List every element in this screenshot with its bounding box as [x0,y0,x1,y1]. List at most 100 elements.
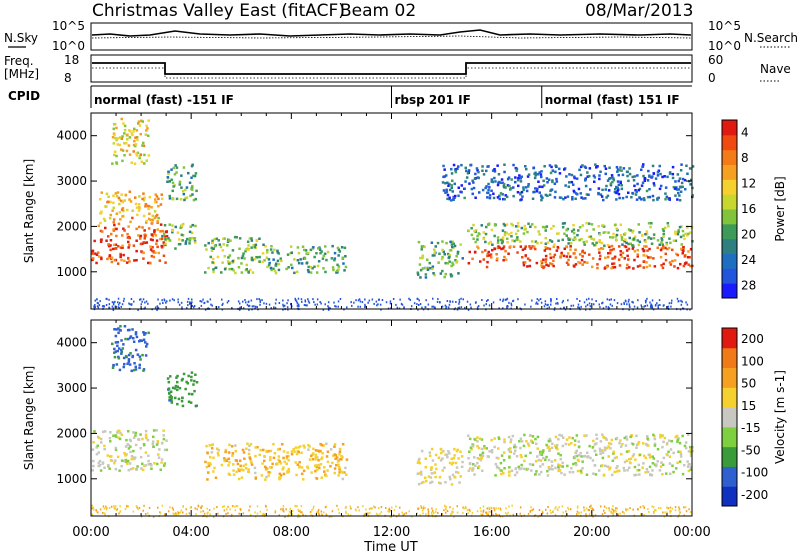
ground-scatter-cell [541,510,544,513]
ground-scatter-cell [336,504,338,507]
echo-cell [209,463,212,466]
echo-cell [629,229,632,232]
ground-scatter-cell [460,306,463,309]
echo-cell [122,365,125,369]
ground-scatter-cell [275,298,277,301]
ground-scatter-cell [161,299,163,302]
echo-cell [684,262,687,265]
echo-cell [646,435,649,438]
echo-cell [451,179,454,182]
ground-scatter-cell [251,305,254,308]
echo-cell [537,180,540,183]
ground-scatter-cell [648,510,650,513]
echo-cell [210,249,214,252]
echo-cell [575,454,579,458]
echo-cell [579,451,582,455]
echo-cell [237,266,241,269]
echo-cell [572,228,576,231]
echo-cell [676,253,679,257]
echo-cell [245,263,248,267]
echo-cell [113,461,116,465]
echo-cell [237,256,240,260]
echo-cell [648,247,651,251]
echo-cell [523,459,526,463]
ground-scatter-cell [287,308,289,311]
echo-cell [641,247,645,251]
echo-cell [428,261,431,265]
echo-cell [508,449,511,452]
ground-scatter-cell [317,510,319,513]
echo-cell [120,193,123,196]
echo-cell [137,122,140,125]
ground-scatter-cell [392,298,395,300]
echo-cell [608,245,611,249]
echo-cell [140,160,144,163]
echo-cell [264,478,267,481]
ground-scatter-cell [576,297,578,300]
echo-cell [527,222,530,225]
echo-cell [595,437,599,440]
ground-scatter-cell [312,507,314,510]
echo-cell [676,461,679,464]
echo-cell [162,232,166,236]
echo-cell [157,216,160,220]
ground-scatter-cell [91,504,93,507]
echo-cell [617,183,621,187]
echo-cell [149,218,152,222]
echo-cell [118,368,122,372]
echo-cell [601,247,605,250]
echo-cell [643,198,646,202]
echo-cell [624,245,628,249]
ground-scatter-cell [659,304,661,306]
echo-cell [479,453,482,457]
echo-cell [570,467,573,470]
echo-cell [645,189,649,193]
echo-cell [267,470,270,474]
nave-tick-bottom: 0 [708,71,716,85]
echo-cell [668,462,672,465]
echo-cell [509,440,512,444]
echo-cell [93,430,96,433]
ground-scatter-cell [193,306,195,309]
echo-cell [307,443,310,447]
echo-cell [620,187,624,191]
ground-scatter-cell [316,511,318,514]
echo-cell [134,136,137,139]
echo-cell [296,463,300,466]
echo-cell [434,245,437,248]
ground-scatter-cell [365,508,367,511]
ground-scatter-cell [451,510,453,513]
echo-cell [115,328,118,331]
echo-cell [115,138,118,142]
echo-cell [238,247,241,250]
echo-cell [91,251,94,254]
echo-cell [191,184,194,188]
echo-cell [158,448,161,451]
echo-cell [598,257,602,261]
ground-scatter-cell [403,306,405,309]
ground-scatter-cell [427,510,430,513]
echo-cell [493,437,496,440]
echo-cell [629,457,633,461]
ground-scatter-cell [191,304,193,307]
echo-cell [441,256,444,259]
echo-cell [457,194,460,197]
echo-cell [482,231,485,234]
echo-cell [565,234,568,237]
ground-scatter-cell [451,512,453,515]
echo-cell [191,236,194,240]
echo-cell [672,451,675,455]
echo-cell [497,457,500,460]
ground-scatter-cell [605,305,607,308]
ground-scatter-cell [490,510,492,513]
echo-cell [665,243,669,246]
echo-cell [223,255,226,258]
echo-cell [104,226,107,230]
echo-cell [549,171,553,175]
echo-cell [145,219,148,223]
echo-cell [126,236,130,239]
echo-cell [560,465,563,468]
echo-cell [642,266,645,269]
echo-cell [178,180,182,184]
echo-cell [129,352,132,355]
